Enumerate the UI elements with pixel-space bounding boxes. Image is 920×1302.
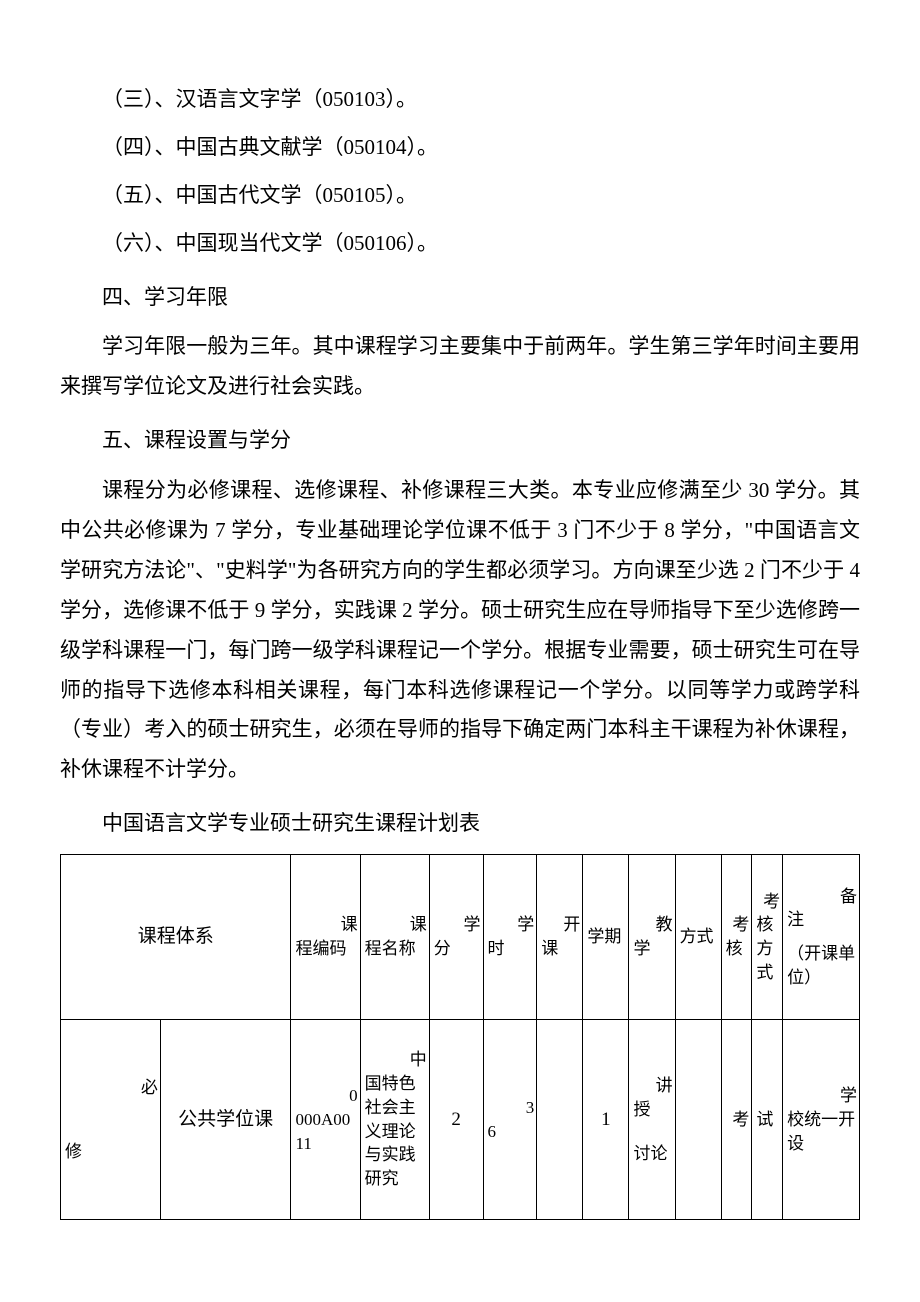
cell-hours: 3 6 [483, 1020, 537, 1220]
cell-exam-label: 考 [721, 1020, 752, 1220]
table-header-row: 课程体系 课 程编码 课 程名称 学 分 学 时 开 课 学期 教 学 方式 [61, 855, 860, 1020]
header-hours: 学 时 [483, 855, 537, 1020]
course-plan-table: 课程体系 课 程编码 课 程名称 学 分 学 时 开 课 学期 教 学 方式 [60, 854, 860, 1220]
cell-note: 学 校统一开设 [783, 1020, 860, 1220]
header-code: 课 程编码 [291, 855, 360, 1020]
list-item-6: （六）、中国现当代文学（050106）。 [60, 224, 860, 264]
list-item-3: （三）、汉语言文字学（050103）。 [60, 80, 860, 120]
section-4-body: 学习年限一般为三年。其中课程学习主要集中于前两年。学生第三学年时间主要用来撰写学… [60, 327, 860, 407]
list-item-5: （五）、中国古代文学（050105）。 [60, 176, 860, 216]
table-title: 中国语言文学专业硕士研究生课程计划表 [60, 804, 860, 844]
cell-system: 必 修 [61, 1020, 161, 1220]
header-method-label: 教 学 [629, 855, 675, 1020]
cell-code: 0 000A0011 [291, 1020, 360, 1220]
cell-term: 1 [583, 1020, 629, 1220]
cell-subcat: 公共学位课 [160, 1020, 291, 1220]
list-item-4: （四）、中国古典文献学（050104）。 [60, 128, 860, 168]
header-note: 备 注 （开课单位） [783, 855, 860, 1020]
cell-method [675, 1020, 721, 1220]
section-4-title: 四、学习年限 [60, 278, 860, 318]
cell-credit: 2 [429, 1020, 483, 1220]
header-method: 方式 [675, 855, 721, 1020]
header-exam-label: 考 核 [721, 855, 752, 1020]
header-term: 学期 [583, 855, 629, 1020]
section-5-body: 课程分为必修课程、选修课程、补修课程三大类。本专业应修满至少 30 学分。其中公… [60, 471, 860, 790]
cell-name: 中 国特色社会主义理论与实践研究 [360, 1020, 429, 1220]
table-row: 必 修 公共学位课 0 000A0011 中 国特色社会主义理论与实践研究 2 … [61, 1020, 860, 1220]
header-credit: 学 分 [429, 855, 483, 1020]
header-exam: 考 核方式 [752, 855, 783, 1020]
header-term-label: 开 课 [537, 855, 583, 1020]
cell-term-label [537, 1020, 583, 1220]
header-name: 课 程名称 [360, 855, 429, 1020]
cell-method-label: 讲 授 讨论 [629, 1020, 675, 1220]
section-5-title: 五、课程设置与学分 [60, 421, 860, 461]
header-system: 课程体系 [61, 855, 291, 1020]
cell-exam: 试 [752, 1020, 783, 1220]
